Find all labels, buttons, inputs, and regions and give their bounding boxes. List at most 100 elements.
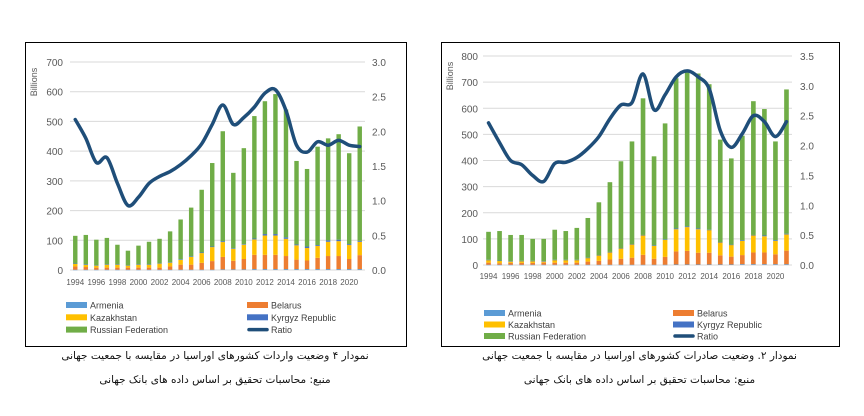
bar-belarus <box>283 256 289 270</box>
y-tick-label: 600 <box>461 104 478 115</box>
bar-russian-federation <box>740 135 745 241</box>
legend-label: Ratio <box>271 325 292 335</box>
y-tick-label: 400 <box>46 147 63 158</box>
bar-russian-federation <box>651 156 657 246</box>
bar-kazakhstan <box>83 264 89 268</box>
bar-russian-federation <box>728 158 734 245</box>
bar-armenia <box>167 269 173 271</box>
bar-russian-federation <box>684 72 690 227</box>
bar-kazakhstan <box>574 260 580 263</box>
bar-belarus <box>325 256 331 270</box>
bar-belarus <box>541 262 547 265</box>
bar-belarus <box>728 256 734 265</box>
bar-kyrgyz-republic <box>336 239 341 242</box>
bar-armenia <box>146 269 152 271</box>
bar-russian-federation <box>751 101 756 235</box>
x-tick-label: 2020 <box>767 272 785 281</box>
bar-kyrgyz-republic <box>629 244 635 245</box>
y-axis-label: Billions <box>445 61 455 90</box>
x-tick-label: 2008 <box>214 278 232 287</box>
bar-russian-federation <box>773 141 778 241</box>
bar-armenia <box>136 269 141 271</box>
y-tick-label: 800 <box>461 52 478 63</box>
legend-item: Belarus <box>247 301 302 311</box>
bar-kyrgyz-republic <box>684 226 690 228</box>
y2-tick-label: 1.0 <box>800 201 814 212</box>
bar-kyrgyz-republic <box>273 234 278 236</box>
bar-kazakhstan <box>73 263 78 267</box>
bar-russian-federation <box>357 126 362 241</box>
imports-chart-frame <box>25 42 407 347</box>
bar-kyrgyz-republic <box>262 234 268 236</box>
legend-item: Ratio <box>247 325 292 335</box>
bar-kyrgyz-republic <box>695 228 701 230</box>
bar-russian-federation <box>574 227 580 260</box>
x-tick-label: 2016 <box>298 278 316 287</box>
bar-belarus <box>231 260 236 270</box>
bar-kyrgyz-republic <box>596 255 602 256</box>
bar-armenia <box>629 264 635 266</box>
bar-armenia <box>706 264 712 265</box>
bar-belarus <box>706 252 712 265</box>
bar-russian-federation <box>762 109 767 236</box>
y-tick-label: 300 <box>46 177 63 188</box>
bar-russian-federation <box>596 202 602 256</box>
bar-russian-federation <box>115 244 120 265</box>
y2-tick-label: 1.5 <box>372 162 386 173</box>
legend-label: Kyrgyz Republic <box>271 313 337 323</box>
legend-label: Armenia <box>90 301 124 311</box>
x-tick-label: 2020 <box>340 278 358 287</box>
bar-russian-federation <box>508 234 513 262</box>
legend-item: Armenia <box>484 309 542 319</box>
y-tick-label: 0 <box>472 261 478 272</box>
bar-belarus <box>304 260 310 270</box>
bar-kazakhstan <box>530 261 535 263</box>
bar-kazakhstan <box>673 229 679 252</box>
bar-armenia <box>695 264 701 265</box>
bar-russian-federation <box>210 163 215 247</box>
bar-kyrgyz-republic <box>178 259 183 260</box>
x-tick-label: 1998 <box>109 278 127 287</box>
bar-armenia <box>728 264 734 265</box>
bar-kyrgyz-republic <box>115 264 120 265</box>
bar-armenia <box>178 269 183 271</box>
legend-swatch <box>66 302 87 308</box>
ratio-line <box>73 86 362 208</box>
y-tick-label: 500 <box>461 130 478 141</box>
bar-kyrgyz-republic <box>94 265 99 266</box>
x-tick-label: 2016 <box>722 272 740 281</box>
legend-label: Armenia <box>508 309 542 319</box>
x-tick-label: 2000 <box>546 272 564 281</box>
bar-armenia <box>497 264 502 266</box>
bar-russian-federation <box>294 160 299 245</box>
bar-kyrgyz-republic <box>607 251 613 253</box>
bar-armenia <box>336 269 341 270</box>
bar-russian-federation <box>640 98 646 235</box>
bar-kazakhstan <box>157 263 162 268</box>
bar-kazakhstan <box>618 248 624 259</box>
legend-swatch <box>247 302 268 308</box>
bar-armenia <box>751 264 756 265</box>
bar-belarus <box>717 255 723 265</box>
x-tick-label: 2010 <box>656 272 674 281</box>
bar-belarus <box>751 252 756 265</box>
legend-item: Kazakhstan <box>66 313 137 323</box>
bar-russian-federation <box>199 189 204 253</box>
bar-belarus <box>530 262 535 265</box>
bar-kazakhstan <box>773 240 778 255</box>
bar-armenia <box>283 269 289 270</box>
bar-kazakhstan <box>596 255 602 261</box>
bar-kyrgyz-republic <box>146 264 152 265</box>
bar-kyrgyz-republic <box>73 263 78 264</box>
bar-belarus <box>315 257 320 270</box>
y2-tick-label: 1.0 <box>372 197 386 208</box>
x-tick-label: 2006 <box>612 272 630 281</box>
bar-belarus <box>519 262 524 265</box>
legend-label: Ratio <box>697 332 718 342</box>
bar-belarus <box>596 260 602 265</box>
bar-kazakhstan <box>486 260 491 263</box>
bar-kazakhstan <box>784 234 789 251</box>
bar-kazakhstan <box>751 235 756 253</box>
x-tick-label: 2014 <box>277 278 295 287</box>
x-tick-label: 1994 <box>66 278 84 287</box>
